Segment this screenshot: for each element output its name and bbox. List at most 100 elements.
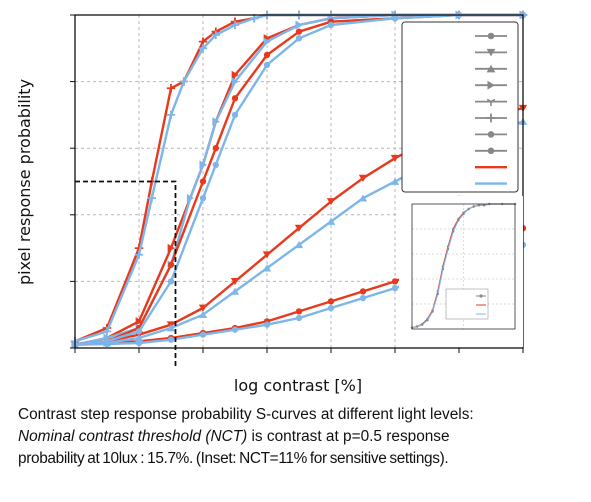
main-x-axis-label: log contrast [%] [234, 376, 362, 395]
data-point [231, 326, 239, 333]
inset-background [399, 196, 523, 347]
main-ticks [70, 14, 524, 353]
inset-chart [399, 196, 523, 347]
nct-annotation [75, 180, 177, 368]
data-point [167, 278, 175, 285]
data-point [358, 194, 368, 202]
data-point [230, 20, 240, 30]
data-point [390, 177, 400, 185]
data-point [134, 250, 144, 259]
data-point [295, 20, 303, 30]
data-point [212, 161, 219, 169]
data-point [326, 198, 336, 206]
caption-line-2-rest: is contrast at p=0.5 response [247, 428, 450, 445]
inset-data-point [441, 267, 445, 271]
data-point [391, 15, 399, 22]
data-point [102, 327, 112, 336]
data-point [294, 240, 304, 249]
legend-marker [487, 32, 495, 40]
inset-data-point [482, 204, 486, 207]
data-point [147, 193, 156, 203]
inset-data-point [462, 212, 465, 216]
data-point [198, 44, 208, 53]
data-point [391, 284, 399, 292]
main-legend [401, 21, 519, 193]
caption-line-1: Contrast step response probability S-cur… [18, 406, 474, 423]
data-point [167, 243, 175, 253]
inset-data-point [452, 230, 455, 233]
data-point [199, 160, 207, 170]
data-point [231, 111, 239, 119]
inset-frame [411, 203, 516, 330]
data-point [327, 298, 335, 305]
data-point [103, 338, 111, 345]
data-point [186, 193, 194, 203]
inset-data-point [446, 247, 450, 251]
inset-data-point [415, 325, 419, 328]
inset-data-point [431, 310, 434, 313]
data-point [327, 304, 335, 312]
data-point [135, 339, 143, 347]
inset-data-point [472, 205, 475, 208]
figure-caption: Contrast step response probability S-cur… [18, 404, 578, 470]
data-point [262, 251, 272, 259]
data-point [295, 35, 303, 42]
data-point [167, 261, 175, 268]
data-point [135, 328, 143, 335]
inset-data-point [436, 292, 439, 296]
data-point [134, 334, 144, 342]
data-point [263, 321, 271, 328]
data-point [166, 324, 176, 332]
data-point [198, 310, 208, 319]
caption-line-3: probability at 10lux : 15.7%. (Inset: NC… [18, 450, 449, 467]
data-point [327, 21, 335, 29]
data-point [198, 304, 208, 312]
data-point [167, 336, 175, 343]
inset-data-point [477, 204, 481, 207]
data-point [295, 28, 303, 35]
data-point [263, 37, 271, 46]
data-point [326, 217, 336, 225]
data-point [294, 224, 304, 232]
data-point [359, 294, 367, 302]
legend-marker [487, 80, 495, 90]
data-point [263, 61, 271, 69]
data-point [263, 51, 271, 59]
caption-nct-term: Nominal contrast threshold (NCT) [18, 428, 248, 445]
data-point [359, 288, 367, 295]
main-y-axis-label: pixel response probability [15, 79, 34, 285]
data-point [199, 195, 207, 202]
data-point [230, 287, 240, 295]
inset-legend-marker [479, 294, 483, 298]
inset-data-point [467, 207, 470, 211]
data-point [231, 95, 239, 102]
legend-marker [486, 64, 496, 73]
data-point [262, 264, 272, 272]
inset-data-point [457, 219, 460, 222]
data-point [135, 317, 143, 326]
inset-data-point [426, 319, 429, 322]
data-point [231, 77, 239, 86]
data-point [295, 308, 303, 315]
legend-marker [486, 98, 496, 106]
data-point [166, 84, 176, 93]
data-point [199, 331, 207, 338]
data-point [179, 77, 188, 86]
figure: log contrast [%] pixel response probabil… [15, 10, 528, 395]
data-point [212, 145, 219, 152]
data-point [358, 174, 368, 182]
legend-marker [486, 113, 496, 123]
inset-legend [445, 288, 489, 320]
nct-dashed-line [75, 180, 177, 368]
legend-marker [486, 48, 496, 57]
data-point [199, 178, 207, 185]
inset-data-point [421, 323, 424, 326]
legend-marker [487, 131, 495, 138]
caption-line-2: Nominal contrast threshold (NCT) is cont… [18, 426, 578, 448]
data-point [166, 110, 176, 120]
data-point [391, 278, 399, 285]
legend-marker [487, 147, 495, 155]
data-point [211, 30, 220, 40]
data-point [295, 314, 303, 322]
data-point [230, 278, 240, 286]
